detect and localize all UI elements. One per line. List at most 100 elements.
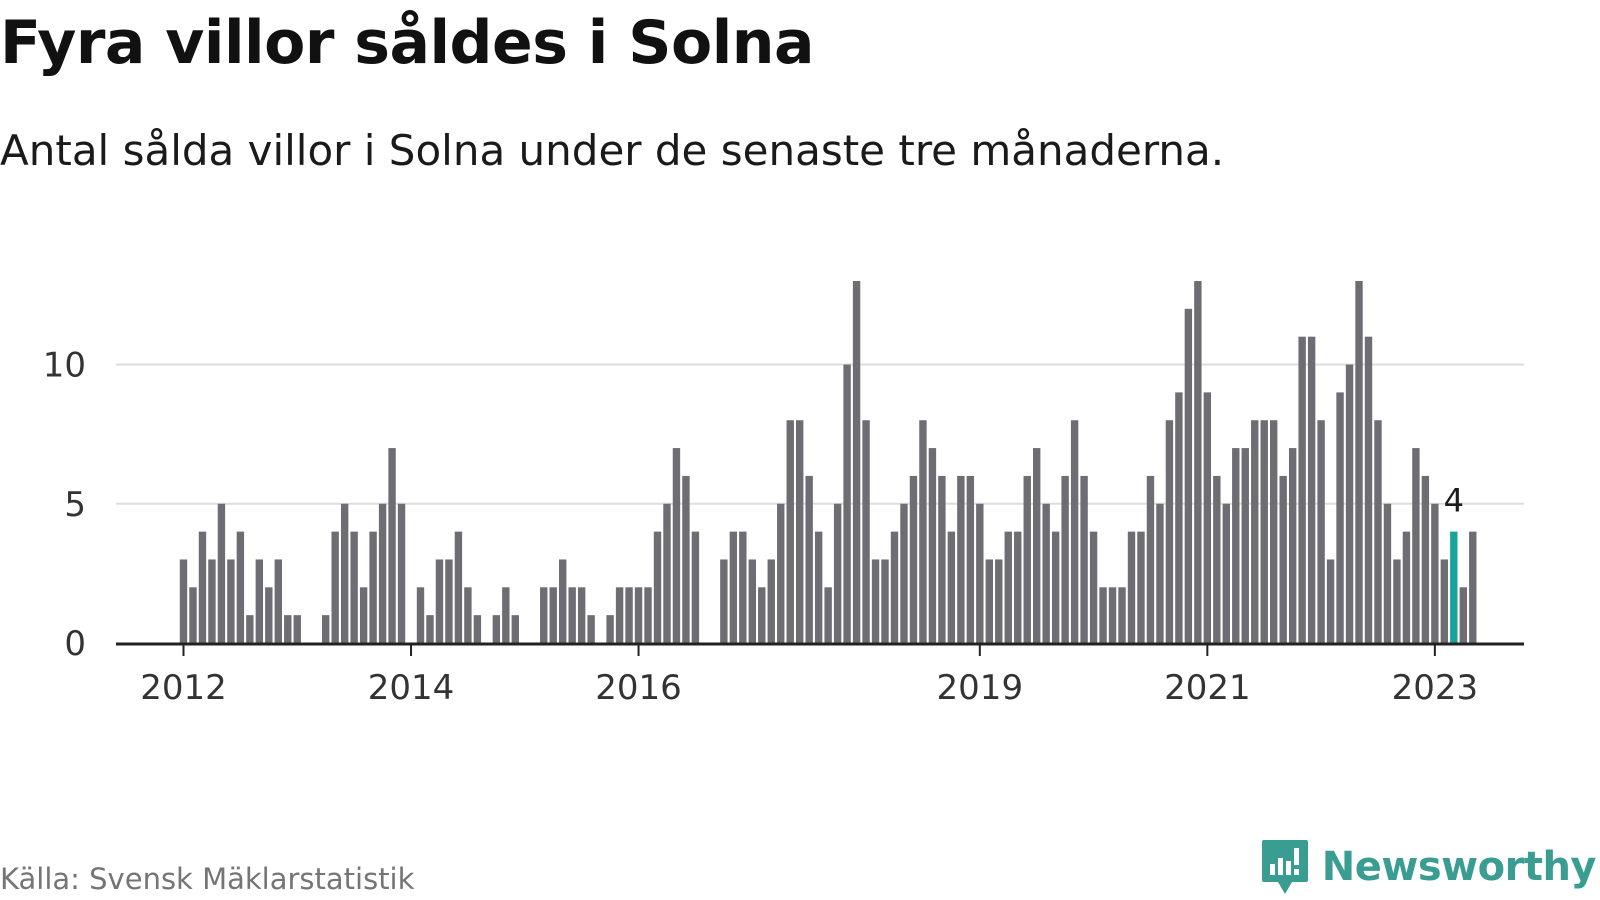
bar (767, 559, 775, 643)
bar (653, 531, 662, 643)
bar (758, 587, 766, 643)
bar (473, 615, 482, 643)
y-tick-label-10: 10 (43, 346, 86, 386)
bar (1089, 531, 1098, 643)
bar (331, 531, 339, 643)
bar (198, 531, 207, 643)
source-note: Källa: Svensk Mäklarstatistik (0, 862, 415, 896)
bar (1383, 503, 1392, 643)
bar-highlight (1450, 531, 1458, 643)
bar (720, 559, 728, 643)
bar (1184, 308, 1193, 643)
bar (236, 531, 245, 643)
bar (549, 587, 557, 643)
bar (805, 475, 813, 643)
bar (615, 587, 624, 643)
bar (1355, 281, 1363, 643)
bar (1298, 336, 1306, 643)
bar (464, 587, 472, 643)
x-tick-label-2012: 2012 (140, 668, 227, 708)
bar (426, 615, 434, 643)
bar (511, 615, 519, 643)
bar (445, 559, 453, 643)
bar (435, 559, 444, 643)
bar (814, 531, 823, 643)
bar (1307, 336, 1316, 643)
bar (644, 587, 652, 643)
chart-subtitle: Antal sålda villor i Solna under de sena… (0, 126, 1225, 175)
bar (378, 503, 387, 643)
bar (1014, 531, 1022, 643)
bar (909, 475, 918, 643)
bar (739, 531, 747, 643)
bar (1469, 531, 1477, 643)
bar (587, 615, 595, 643)
y-tick-label-5: 5 (64, 485, 86, 525)
bar (265, 587, 273, 643)
bar (852, 281, 861, 643)
bar (1326, 559, 1335, 643)
bar (1070, 420, 1079, 643)
bar (540, 587, 548, 643)
bar (1004, 531, 1012, 643)
bar (1402, 531, 1411, 643)
bar (1270, 420, 1278, 643)
bar (938, 475, 946, 643)
bar (227, 559, 235, 643)
bar (985, 559, 993, 643)
x-axis-ticks: 2012 2014 2016 2019 2021 2023 (140, 644, 1478, 708)
bar (871, 559, 880, 643)
bar (672, 448, 681, 643)
bar (1156, 503, 1164, 643)
bar (568, 587, 576, 643)
bar (1374, 420, 1382, 643)
bar (1288, 448, 1297, 643)
bar (1440, 559, 1449, 643)
bar (1194, 281, 1202, 643)
bar (1051, 531, 1060, 643)
bar (340, 503, 349, 643)
bar (824, 587, 832, 643)
bar (388, 448, 396, 643)
bar (1431, 503, 1439, 643)
newsworthy-logo-icon (1261, 840, 1308, 894)
brand-name: Newsworthy (1321, 844, 1597, 890)
bar (1137, 531, 1145, 643)
bar (786, 420, 794, 643)
bar (919, 420, 927, 643)
bar (1146, 475, 1155, 643)
bar (1023, 475, 1031, 643)
bar (1033, 448, 1041, 643)
bar (833, 503, 842, 643)
bar (957, 475, 965, 643)
bar (995, 559, 1003, 643)
bar (1317, 420, 1325, 643)
bar (502, 587, 510, 643)
bar (577, 587, 586, 643)
y-axis-ticks: 0 5 10 (43, 346, 86, 664)
bar (492, 615, 501, 643)
bar (881, 559, 889, 643)
x-tick-label-2014: 2014 (368, 668, 455, 708)
bar (293, 615, 301, 643)
bar (1203, 392, 1212, 643)
bar (284, 615, 292, 643)
bar (1251, 420, 1259, 643)
bar (246, 615, 254, 643)
bar (1279, 475, 1287, 643)
bar (369, 531, 377, 643)
bar (397, 503, 406, 643)
bar (777, 503, 785, 643)
bar (606, 615, 614, 643)
brand-logo: Newsworthy (1260, 838, 1597, 896)
bar (416, 587, 425, 643)
bar (1421, 475, 1430, 643)
y-tick-label-0: 0 (64, 624, 86, 664)
bar (1108, 587, 1117, 643)
bar (1099, 587, 1107, 643)
bar (947, 531, 956, 643)
x-tick-label-2019: 2019 (937, 668, 1024, 708)
bars (179, 281, 1477, 643)
bar (900, 503, 908, 643)
bar (1412, 448, 1420, 643)
